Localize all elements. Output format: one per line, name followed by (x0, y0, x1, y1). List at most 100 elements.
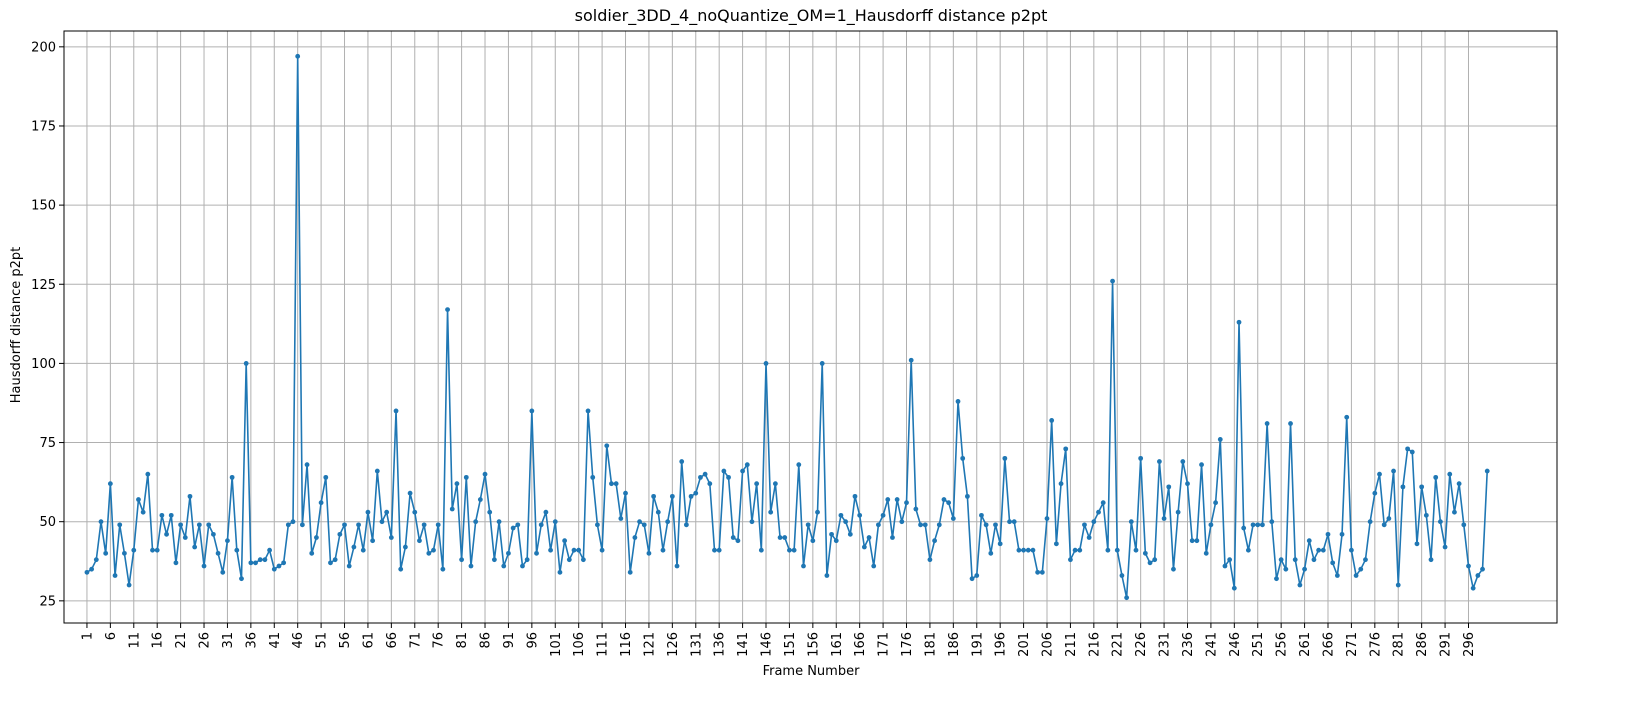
x-tick-label: 111 (596, 632, 611, 657)
data-point (257, 557, 263, 563)
data-point (459, 557, 464, 563)
data-point (1405, 446, 1411, 452)
data-point (154, 547, 160, 553)
data-point (552, 519, 558, 525)
data-point (309, 550, 315, 556)
data-points (84, 53, 1490, 601)
x-tick-label: 106 (572, 632, 587, 657)
data-point (651, 493, 657, 499)
x-tick-label: 226 (1134, 632, 1149, 657)
data-point (89, 566, 95, 572)
data-point (595, 522, 600, 528)
data-point (1480, 566, 1485, 572)
x-tick-label: 136 (713, 632, 728, 657)
data-point (332, 557, 338, 563)
data-point (1423, 512, 1429, 518)
data-point (852, 493, 858, 499)
x-tick-label: 141 (736, 632, 751, 657)
data-point (285, 522, 291, 528)
data-point (623, 490, 628, 496)
x-tick-label: 96 (525, 632, 540, 649)
data-point (346, 563, 352, 569)
data-point (248, 560, 254, 566)
data-point (585, 408, 591, 414)
x-axis-label: Frame Number (763, 664, 861, 679)
data-point (548, 547, 553, 553)
data-point (983, 522, 989, 528)
data-point (590, 474, 596, 480)
x-tick-label: 81 (455, 632, 470, 649)
data-point (201, 563, 207, 569)
data-point (1053, 541, 1059, 547)
data-point (824, 573, 830, 578)
data-point (979, 512, 984, 518)
data-point (946, 500, 952, 506)
data-point (543, 509, 549, 515)
x-tick-label: 281 (1392, 632, 1407, 657)
data-point (168, 512, 174, 518)
data-point (431, 547, 436, 553)
data-point (1185, 481, 1190, 487)
x-tick-label: 16 (151, 632, 166, 649)
x-tick-label: 296 (1462, 632, 1477, 657)
data-point (899, 519, 905, 525)
x-tick-label: 116 (619, 632, 634, 657)
data-point (1363, 557, 1368, 563)
data-point (1133, 547, 1139, 553)
data-point (646, 550, 652, 556)
x-tick-label: 101 (549, 632, 564, 657)
data-point (1138, 455, 1144, 461)
data-point (810, 538, 816, 544)
data-point (1058, 481, 1064, 487)
data-point (1124, 595, 1130, 601)
data-point (421, 522, 427, 528)
data-point (847, 531, 853, 537)
data-point (1442, 544, 1448, 550)
data-point (913, 506, 919, 512)
data-point (819, 361, 825, 366)
x-tick-label: 251 (1251, 632, 1266, 657)
data-point (1203, 550, 1209, 556)
data-point (1189, 538, 1195, 544)
data-point (182, 535, 188, 540)
data-point (215, 550, 221, 556)
data-point (960, 455, 966, 461)
data-point (1274, 576, 1279, 582)
data-point (721, 468, 727, 474)
data-point (1077, 547, 1083, 553)
data-point (838, 512, 844, 518)
x-tick-label: 161 (830, 632, 845, 657)
x-tick-label: 236 (1181, 632, 1196, 657)
data-point (524, 557, 530, 563)
x-tick-label: 181 (923, 632, 938, 657)
data-point (145, 471, 151, 477)
x-tick-label: 261 (1298, 632, 1313, 657)
data-point (107, 481, 113, 487)
data-point (557, 569, 563, 575)
data-point (936, 522, 942, 528)
data-point (1063, 446, 1069, 452)
data-point (684, 522, 689, 528)
data-point (805, 522, 811, 528)
data-point (1461, 522, 1467, 528)
x-tick-label: 256 (1275, 632, 1290, 657)
data-point (501, 563, 507, 569)
data-point (861, 544, 867, 550)
x-tick-label: 91 (502, 632, 517, 649)
data-point (187, 493, 193, 499)
data-point (365, 509, 371, 515)
data-point (1255, 522, 1261, 528)
x-axis: 1 6 11 16 21 26 31 36 41 46 51 56 61 66 71 76 81 86 91 96 10… (80, 623, 1477, 657)
data-point (1016, 547, 1022, 553)
x-tick-label: 246 (1228, 632, 1243, 657)
data-point (1306, 538, 1312, 544)
data-point (660, 547, 666, 553)
data-point (932, 538, 937, 544)
data-point (1105, 547, 1111, 553)
x-tick-label: 131 (689, 632, 704, 657)
data-point (356, 522, 361, 528)
data-point (744, 462, 750, 468)
x-tick-label: 61 (361, 632, 376, 649)
data-point (1409, 449, 1415, 455)
data-point (599, 547, 605, 553)
